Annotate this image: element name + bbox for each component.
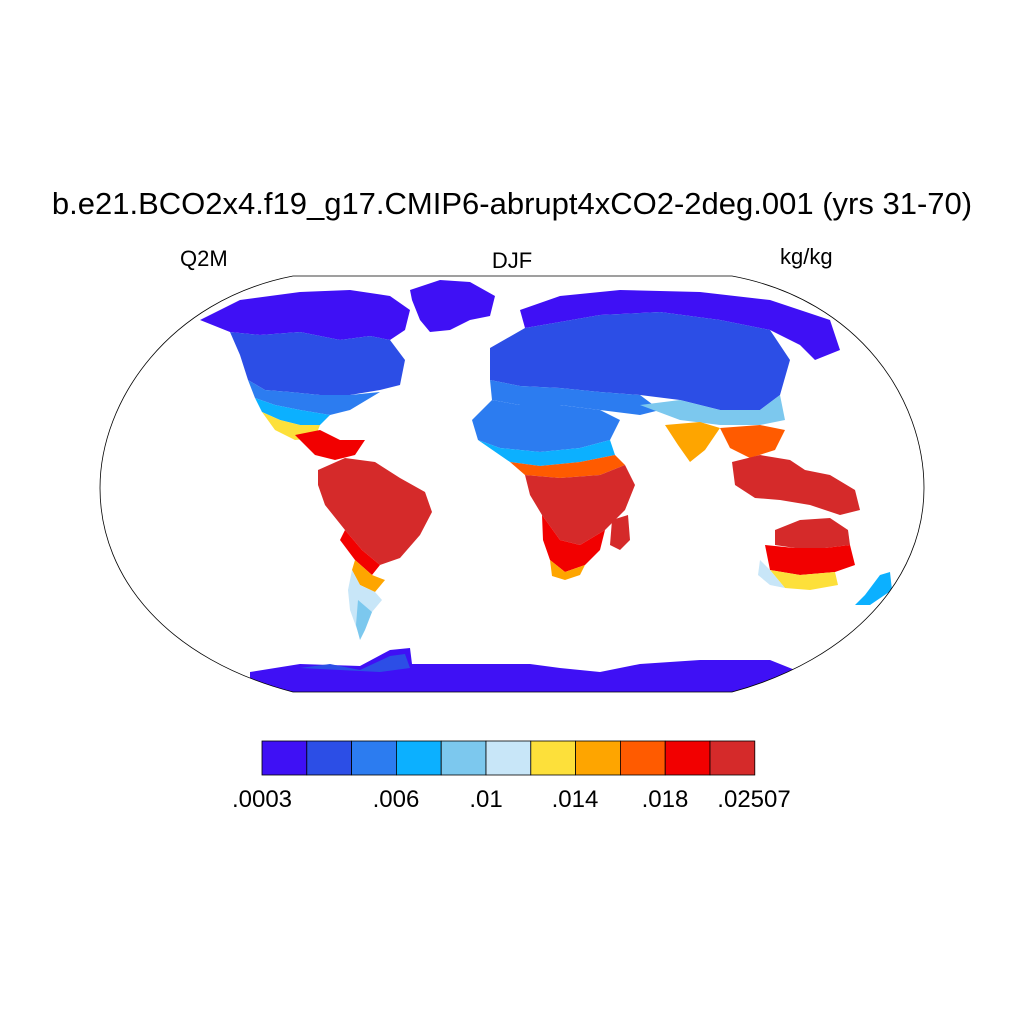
colorbar-box: [261, 740, 308, 776]
plot-title: b.e21.BCO2x4.f19_g17.CMIP6-abrupt4xCO2-2…: [51, 186, 973, 221]
region-north-america-south: [248, 380, 380, 415]
colorbar-box: [306, 740, 352, 776]
region-north-america-mid: [230, 332, 405, 395]
colorbar-box: [709, 740, 756, 776]
region-south-africa: [550, 560, 585, 580]
colorbar-box: [575, 740, 621, 776]
colorbar: [261, 740, 756, 776]
region-australia-southwest: [758, 560, 785, 588]
colorbar-label: .006: [372, 786, 420, 813]
region-madagascar: [610, 515, 630, 550]
region-southern-africa: [542, 515, 605, 572]
region-sahel: [478, 440, 615, 466]
colorbar-label: .0003: [231, 786, 293, 813]
region-south-america-mid: [352, 560, 385, 592]
region-antarctica: [250, 648, 800, 692]
region-australia-south: [770, 570, 838, 590]
region-sahara: [472, 400, 620, 452]
region-south-america-south: [348, 570, 382, 632]
colorbar-box: [485, 740, 532, 776]
region-se-asia: [720, 425, 785, 458]
region-usa-south: [255, 398, 330, 425]
colorbar-box: [440, 740, 487, 776]
colorbar-box: [664, 740, 711, 776]
region-india: [665, 422, 720, 462]
region-eurasia-mid: [490, 312, 790, 410]
region-australia-north: [775, 518, 850, 548]
colorbar-label: .014: [551, 786, 599, 813]
region-australia-mid: [765, 545, 855, 575]
variable-label: Q2M: [180, 246, 228, 271]
region-west-africa: [510, 455, 625, 478]
region-central-africa: [525, 465, 635, 545]
region-amazon: [318, 458, 432, 565]
region-south-america-edge: [340, 530, 380, 575]
colorbar-label: .02507: [717, 786, 791, 813]
colorbar-box: [530, 740, 576, 776]
colorbar-box: [620, 740, 666, 776]
region-patagonia: [356, 600, 372, 640]
colorbar-box: [351, 740, 397, 776]
region-south-asia-north: [640, 395, 785, 425]
region-north-america-north: [200, 290, 410, 340]
region-central-america: [295, 430, 365, 460]
region-maritime-continent: [732, 455, 860, 515]
globe-outline: [99, 275, 925, 693]
region-siberia: [520, 290, 840, 360]
region-new-zealand: [855, 572, 892, 605]
region-mediterranean: [490, 380, 660, 415]
region-antarctica-coast: [300, 654, 410, 672]
land-regions: [200, 280, 892, 692]
colorbar-box: [395, 740, 442, 776]
colorbar-label: .01: [469, 786, 503, 813]
season-label: DJF: [491, 248, 533, 273]
colorbar-label: .018: [641, 786, 689, 813]
region-greenland: [410, 280, 495, 332]
units-label: kg/kg: [780, 244, 833, 269]
